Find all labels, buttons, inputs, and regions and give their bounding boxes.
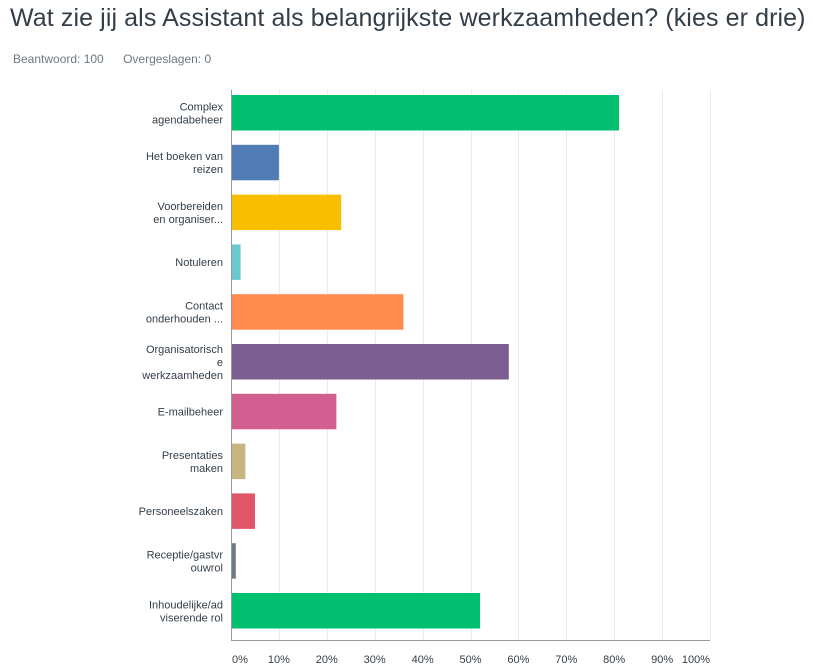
question-title: Wat zie jij als Assistant als belangrijk… [10, 4, 806, 32]
bar [231, 493, 255, 529]
category-label: Contact [185, 300, 223, 312]
category-label: viserende rol [160, 612, 223, 624]
category-label: Complex [180, 101, 224, 113]
x-tick-label: 80% [603, 654, 625, 666]
bar [231, 194, 342, 231]
category-label: Presentaties [162, 450, 224, 462]
x-tick-label: 90% [651, 654, 673, 666]
category-label: E-mailbeheer [158, 407, 224, 419]
bar [231, 95, 619, 131]
category-label: Inhoudelijke/ad [149, 599, 223, 611]
bar [231, 294, 404, 330]
x-tick-label: 40% [412, 654, 434, 666]
x-tick-label: 100% [682, 654, 710, 666]
category-label: reizen [193, 164, 223, 176]
bar [231, 543, 236, 579]
bar [231, 244, 241, 280]
category-label: werkzaamheden [141, 370, 223, 382]
bar [231, 393, 337, 430]
category-label: onderhouden ... [146, 313, 223, 325]
category-label: ouwrol [191, 562, 223, 574]
category-label: maken [190, 463, 223, 475]
bar [231, 443, 246, 480]
category-label: Notuleren [175, 257, 223, 269]
x-tick-label: 30% [364, 654, 386, 666]
x-tick-label: 0% [232, 654, 248, 666]
x-tick-label: 10% [268, 654, 290, 666]
x-tick-label: 70% [555, 654, 577, 666]
x-tick-label: 50% [459, 654, 481, 666]
category-label: Receptie/gastvr [147, 549, 224, 561]
category-label: en organiser... [153, 214, 223, 226]
x-tick-label: 20% [316, 654, 338, 666]
bar [231, 144, 279, 181]
category-label: agendabeheer [152, 114, 223, 126]
category-label: Voorbereiden [158, 201, 223, 213]
category-label: Personeelszaken [139, 506, 223, 518]
category-label: e [217, 357, 223, 369]
answered-count: Beantwoord: 100 [13, 52, 104, 66]
x-tick-label: 60% [507, 654, 529, 666]
response-stats: Beantwoord: 100 Overgeslagen: 0 [13, 52, 227, 66]
skipped-count: Overgeslagen: 0 [123, 52, 212, 66]
bar [231, 344, 509, 380]
bar [231, 593, 481, 629]
category-label: Organisatorisch [146, 344, 223, 356]
category-label: Het boeken van [146, 151, 223, 163]
